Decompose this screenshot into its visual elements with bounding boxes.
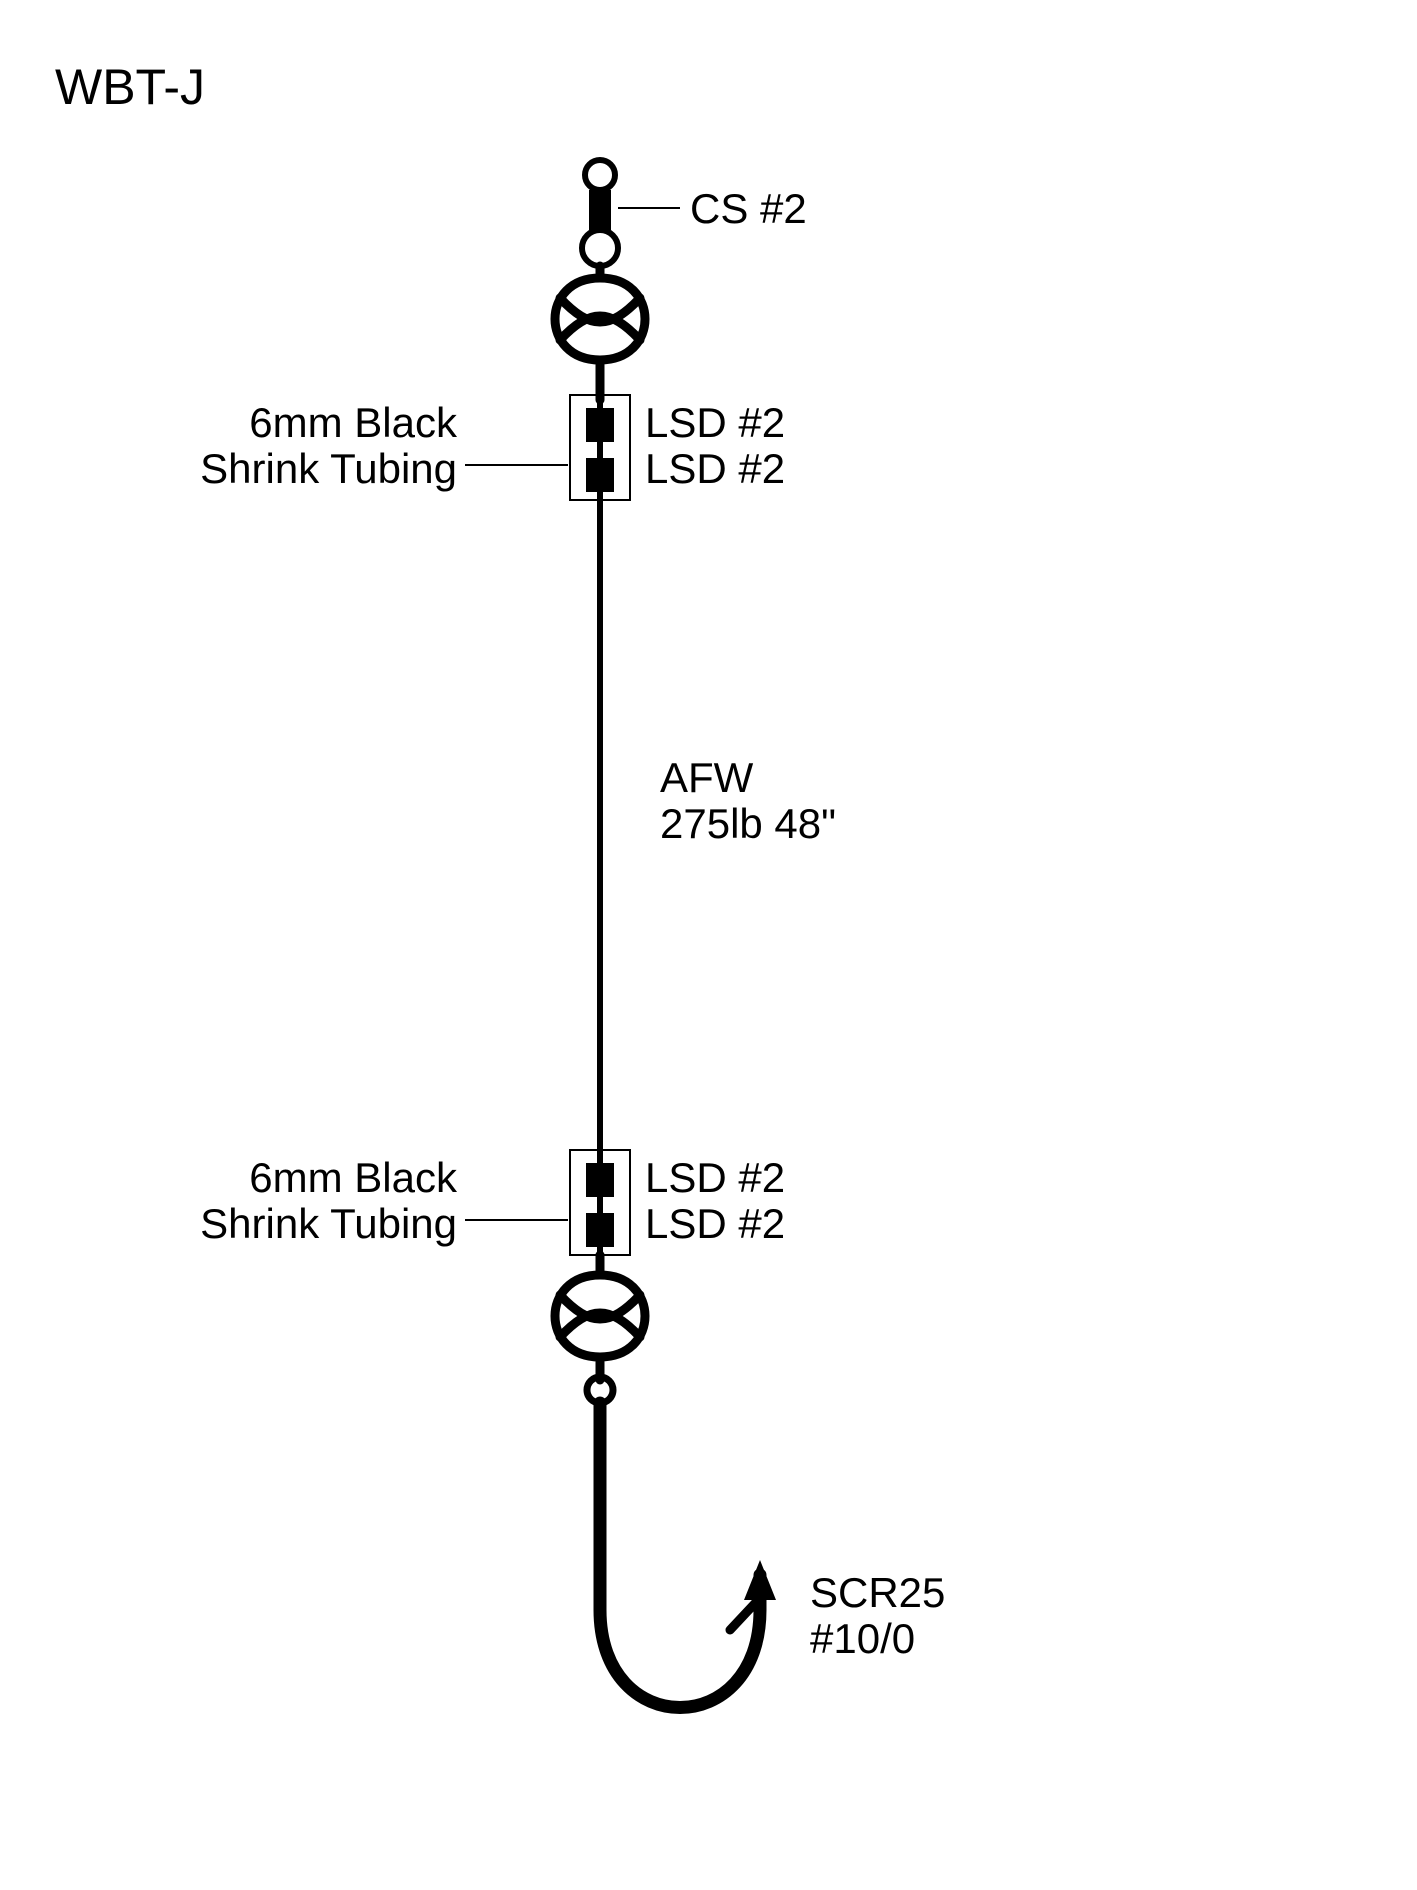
swivel-top-ring: [585, 160, 615, 190]
label-hook-l2: #10/0: [810, 1615, 915, 1662]
label-shrink-bottom: 6mm Black Shrink Tubing: [200, 1155, 457, 1247]
label-cs: CS #2: [690, 186, 807, 232]
label-lsd-top: LSD #2 LSD #2: [645, 400, 785, 492]
label-lsd-bottom: LSD #2 LSD #2: [645, 1155, 785, 1247]
label-lsd-bot-2: LSD #2: [645, 1200, 785, 1247]
label-lsd-top-2: LSD #2: [645, 445, 785, 492]
label-lsd-top-1: LSD #2: [645, 399, 785, 446]
label-shrink-top: 6mm Black Shrink Tubing: [200, 400, 457, 492]
label-wire-l1: AFW: [660, 754, 753, 801]
label-hook: SCR25 #10/0: [810, 1570, 945, 1662]
label-hook-l1: SCR25: [810, 1569, 945, 1616]
hook: [587, 1377, 776, 1708]
label-shrink-bot-l2: Shrink Tubing: [200, 1200, 457, 1247]
rig-diagram: [0, 0, 1417, 1890]
swivel-bottom-ring: [582, 230, 618, 266]
label-wire-l2: 275lb 48": [660, 800, 836, 847]
knot-top: [555, 266, 645, 400]
swivel-barrel: [589, 190, 611, 230]
label-shrink-top-l2: Shrink Tubing: [200, 445, 457, 492]
label-shrink-top-l1: 6mm Black: [249, 399, 457, 446]
label-wire: AFW 275lb 48": [660, 755, 836, 847]
knot-bottom: [555, 1255, 645, 1380]
label-shrink-bot-l1: 6mm Black: [249, 1154, 457, 1201]
label-lsd-bot-1: LSD #2: [645, 1154, 785, 1201]
